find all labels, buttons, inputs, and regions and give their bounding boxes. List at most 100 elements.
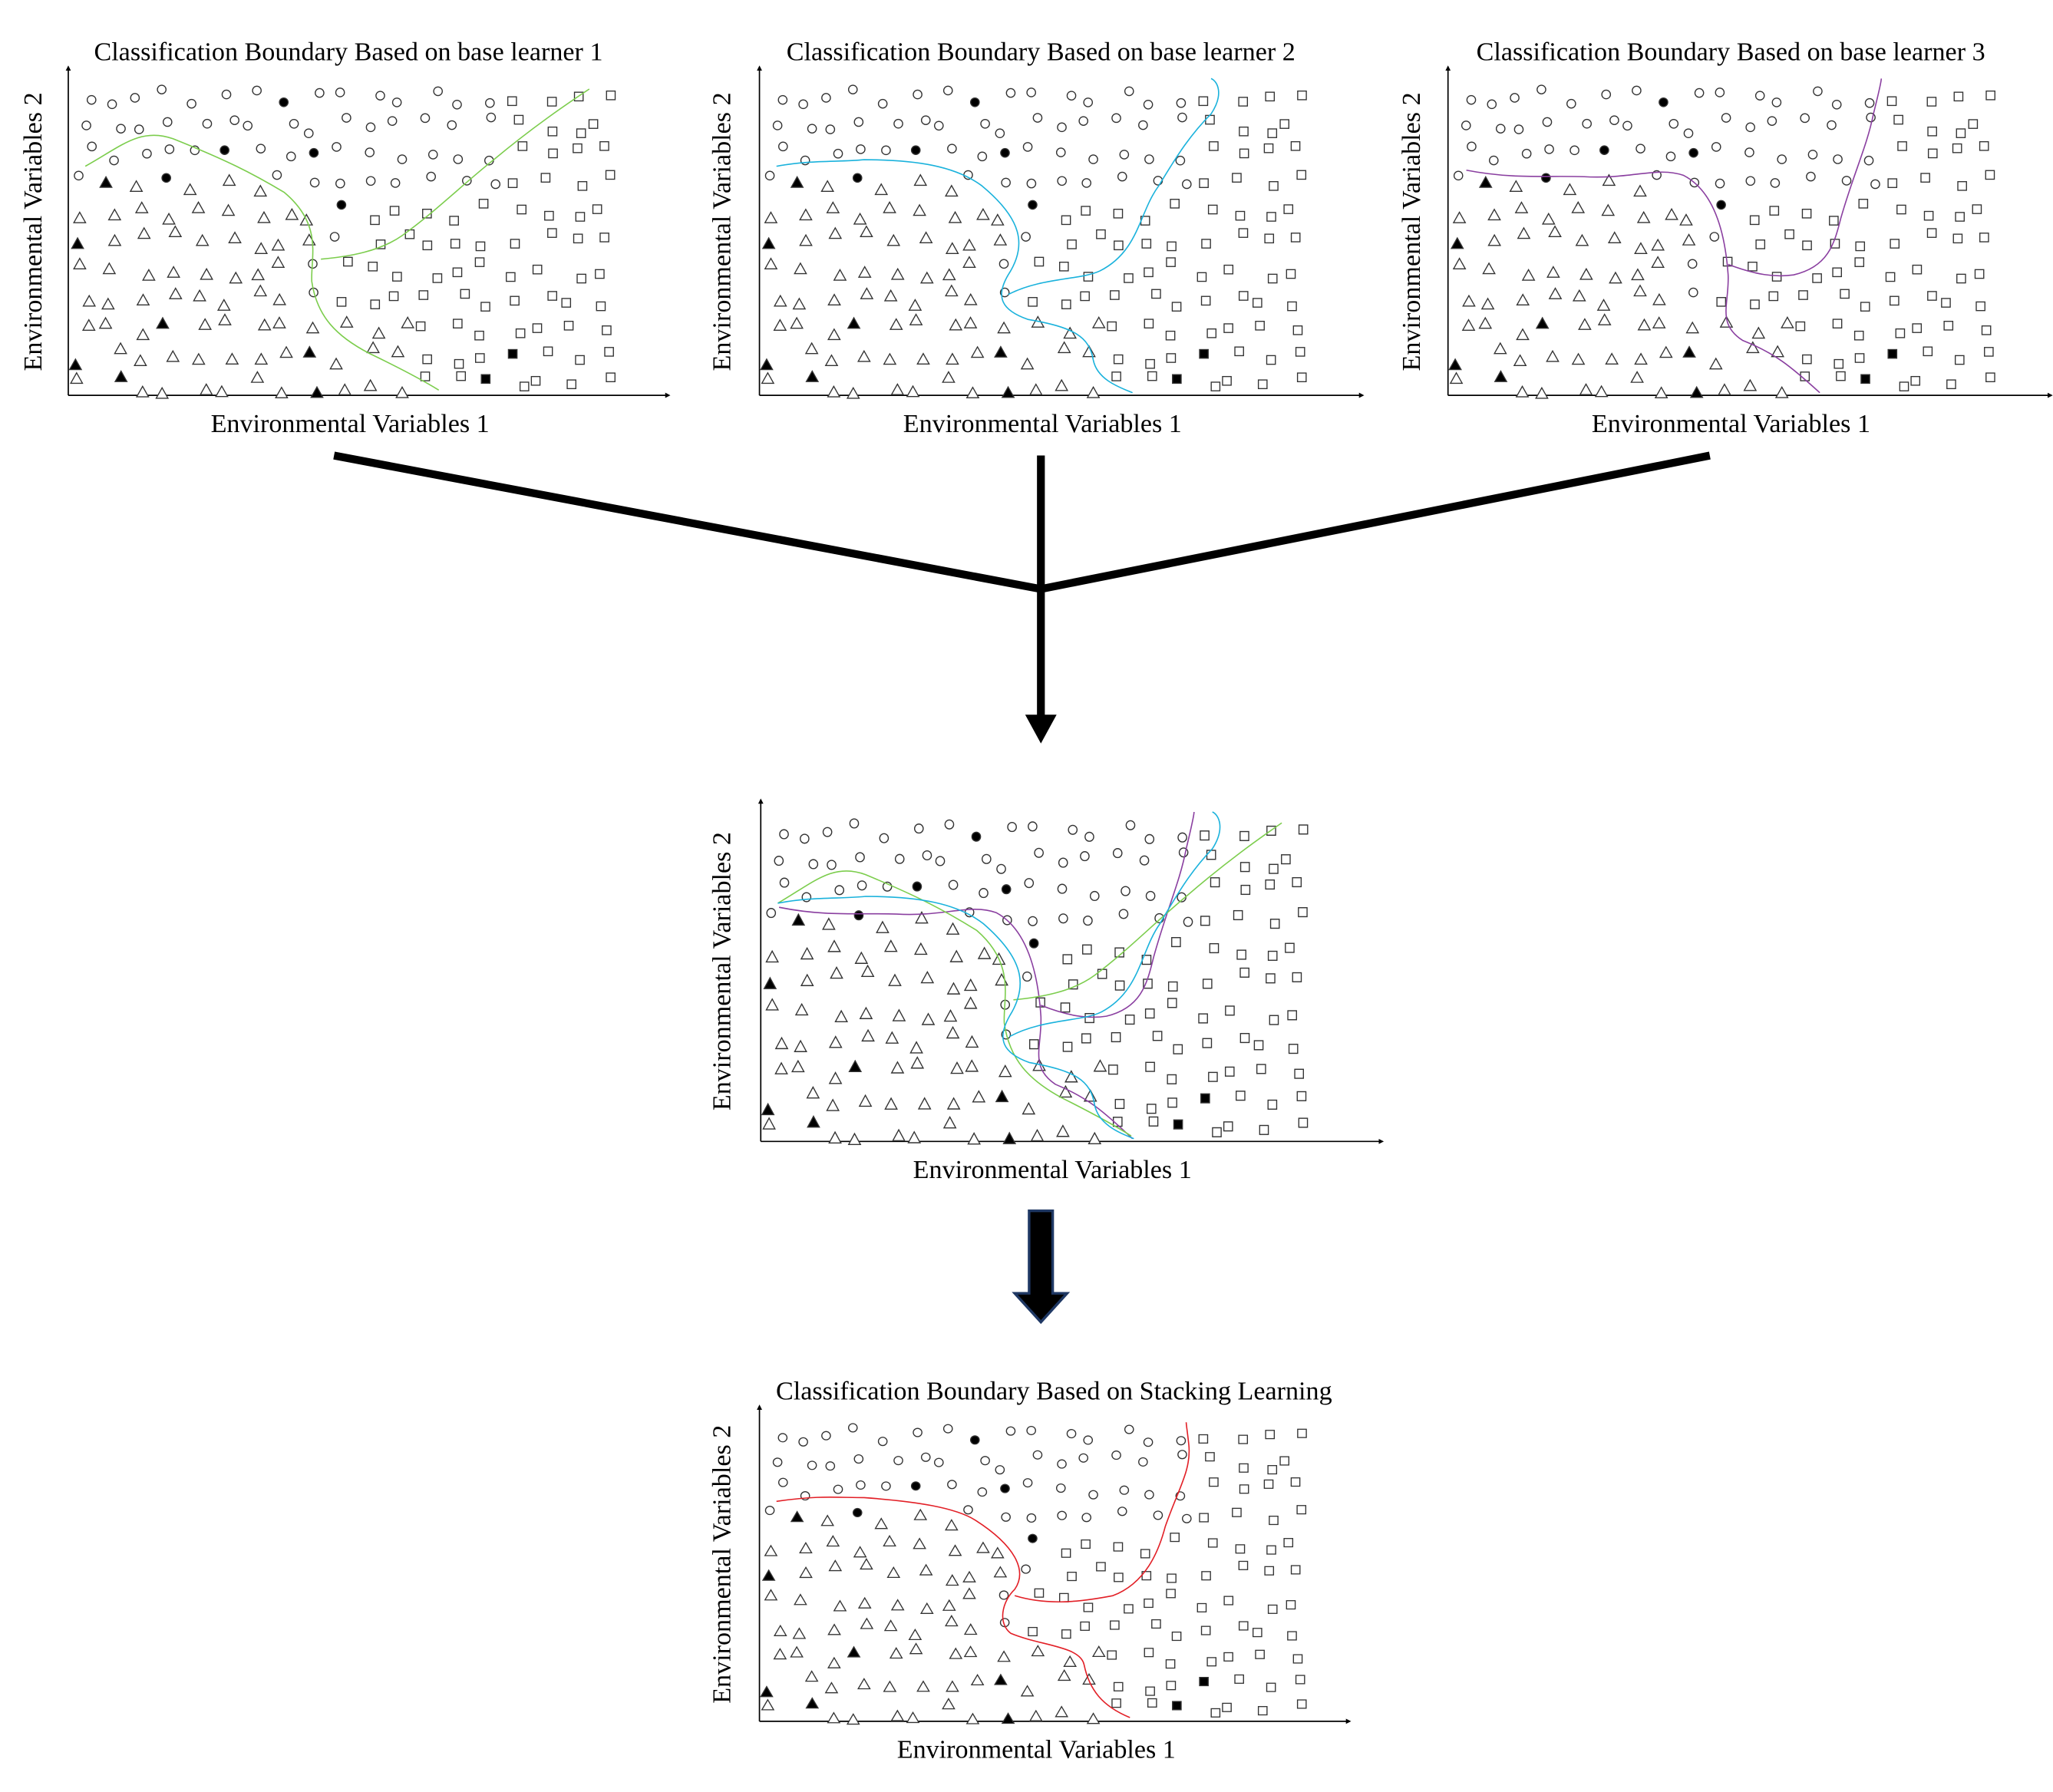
square-point	[1225, 1005, 1235, 1016]
triangle-point	[257, 210, 271, 223]
square-point	[480, 302, 490, 312]
triangle-point	[774, 1036, 789, 1050]
square-point	[1238, 291, 1249, 301]
circle-point	[1461, 120, 1471, 130]
circle-point	[947, 144, 957, 153]
circle-point	[1709, 232, 1720, 242]
circle-point	[1153, 1510, 1163, 1520]
circle-point	[1544, 144, 1554, 154]
circle-point	[1081, 1513, 1092, 1523]
square-point	[1899, 381, 1909, 391]
square-point	[1801, 208, 1812, 219]
square-point	[1295, 347, 1305, 357]
circle-point	[1028, 821, 1038, 832]
circle-point	[977, 1487, 988, 1497]
triangle-point	[906, 1711, 920, 1724]
circle-point	[116, 124, 126, 134]
triangle-point	[1516, 328, 1530, 341]
triangle-point	[826, 1098, 840, 1111]
circle-point	[772, 120, 783, 130]
circle-point	[1000, 1483, 1010, 1493]
triangle-point	[395, 385, 409, 398]
square-point	[1253, 1628, 1262, 1638]
circle-point	[834, 885, 845, 896]
square-point	[1296, 1091, 1307, 1101]
triangle-point	[1548, 287, 1563, 299]
triangle-point	[1746, 341, 1760, 354]
circle-point	[1066, 1429, 1077, 1439]
square-point	[1238, 228, 1249, 238]
triangle-point	[1636, 210, 1651, 223]
triangle-point	[910, 1056, 925, 1069]
triangle-point	[1487, 208, 1501, 221]
square-point	[1166, 257, 1176, 267]
circle-point	[779, 877, 790, 888]
circle-point	[1582, 118, 1592, 129]
square-point	[1145, 358, 1155, 369]
square-point	[418, 290, 429, 300]
circle-point	[1800, 113, 1810, 124]
triangle-point	[847, 1132, 862, 1146]
circle-point	[1806, 171, 1816, 182]
square-point	[343, 256, 353, 267]
circle-point	[1721, 113, 1731, 123]
triangle-point	[81, 318, 96, 332]
square-point	[1172, 1701, 1182, 1711]
square-point	[510, 239, 520, 249]
triangle-point	[915, 911, 929, 924]
triangle-point	[1093, 1059, 1107, 1072]
triangle-point	[774, 1061, 788, 1074]
square-point	[1167, 241, 1177, 252]
triangle-point	[1652, 316, 1666, 328]
triangle-point	[853, 1546, 867, 1558]
circle-point	[1111, 1450, 1121, 1460]
panel-title: Classification Boundary Based on base le…	[787, 38, 1296, 66]
square-point	[515, 328, 526, 338]
square-point	[1233, 909, 1243, 921]
square-point	[1265, 91, 1276, 102]
square-point	[1238, 1621, 1249, 1631]
circle-point	[1599, 145, 1609, 156]
triangle-point	[129, 180, 144, 193]
triangle-point	[949, 949, 964, 962]
triangle-point	[949, 1647, 963, 1659]
triangle-point	[253, 184, 268, 197]
square-point	[1167, 1097, 1177, 1108]
triangle-point	[107, 233, 122, 246]
circle-point	[971, 831, 982, 842]
panel: Environmental Variables 1 Environmental V…	[708, 798, 1385, 1184]
circle-point	[877, 98, 888, 109]
circle-point	[1083, 916, 1093, 926]
triangle-point	[820, 1514, 835, 1526]
triangle-point	[82, 294, 97, 307]
circle-point	[1144, 1490, 1154, 1500]
circle-point	[920, 1452, 931, 1462]
triangle-point	[1708, 357, 1723, 370]
triangle-point	[963, 978, 978, 992]
square-point	[532, 264, 543, 275]
triangle-point	[1578, 318, 1592, 330]
circle-point	[1138, 120, 1148, 130]
triangle-point	[828, 1071, 843, 1084]
circle-point	[81, 120, 91, 130]
circle-point	[433, 86, 444, 97]
square-point	[1923, 346, 1933, 357]
triangle-point	[883, 939, 898, 952]
circle-point	[774, 856, 784, 866]
triangle-point	[275, 386, 289, 399]
circle-point	[822, 827, 833, 837]
square-point	[1912, 264, 1923, 275]
circle-point	[849, 818, 860, 829]
square-point	[1784, 229, 1794, 239]
triangle-point	[71, 236, 84, 249]
square-point	[513, 114, 524, 125]
circle-point	[894, 853, 905, 864]
square-point	[1886, 96, 1897, 107]
circle-point	[922, 850, 932, 861]
square-point	[517, 204, 526, 215]
circle-point	[800, 155, 810, 166]
circle-point	[390, 178, 401, 188]
triangle-point	[1091, 1645, 1106, 1658]
circle-point	[777, 1433, 788, 1443]
square-point	[1111, 1031, 1121, 1043]
